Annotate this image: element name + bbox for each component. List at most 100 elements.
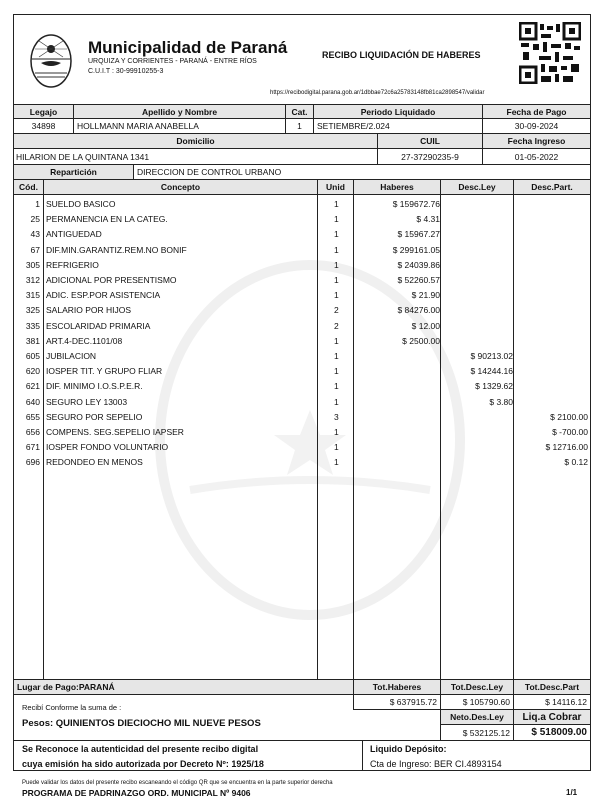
- ingreso-label: Fecha Ingreso: [482, 133, 591, 149]
- cuil-label: CUIL: [377, 133, 483, 149]
- row-haberes: $ 52260.57: [397, 275, 440, 285]
- row-desc-part: $ 0.12: [564, 457, 588, 468]
- row-concepto: PERMANENCIA EN LA CATEG.: [46, 214, 168, 225]
- row-cod: 305: [25, 259, 40, 270]
- table-row: 67 DIF.MIN.GARANTIZ.REM.NO BONIF 1 $ 299161…: [14, 242, 589, 257]
- row-haberes: $ 2500.00: [402, 335, 440, 346]
- row-unid: 2: [334, 305, 339, 316]
- row-unid: 1: [334, 351, 339, 361]
- footer-programa: PROGRAMA DE PADRINAZGO ORD. MUNICIPAL Nº…: [22, 788, 251, 798]
- row-concepto: ANTIGUEDAD: [46, 229, 102, 240]
- row-concepto: ART.4-DEC.1101/08: [46, 335, 123, 346]
- name-label: Apellido y Nombre: [73, 104, 286, 119]
- table-row: 315 ADIC. ESP.POR ASISTENCIA 1 $ 21.90: [14, 287, 589, 302]
- row-cod: 655: [25, 411, 40, 422]
- periodo-value: SETIEMBRE/2.024: [313, 118, 483, 134]
- row-unid: 1: [334, 381, 339, 392]
- row-concepto: REDONDEO EN MENOS: [46, 457, 143, 468]
- table-row: 655 SEGURO POR SEPELIO 3 $ 2100.00: [14, 409, 589, 424]
- row-concepto: IOSPER FONDO VOLUNTARIO: [46, 442, 169, 453]
- row-unid: 2: [334, 320, 339, 331]
- row-haberes: $ 299161.05: [392, 244, 440, 255]
- receipt-frame: [13, 14, 591, 771]
- amount-in-words: Pesos: QUINIENTOS DIECIOCHO MIL NUEVE PE…: [22, 718, 261, 729]
- cuenta-value: Cta de Ingreso: BER CI.4893154: [370, 759, 502, 769]
- cat-value: 1: [285, 118, 314, 134]
- row-haberes: $ 21.90: [411, 290, 440, 301]
- row-unid: 1: [334, 442, 339, 453]
- legajo-value: 34898: [13, 118, 74, 134]
- row-haberes: $ 84276.00: [397, 305, 440, 316]
- row-unid: 1: [334, 275, 339, 285]
- org-cuit: C.U.I.T : 30-99910255-3: [88, 68, 164, 75]
- auth-line-2: cuya emisión ha sido autorizada por Decr…: [22, 759, 264, 769]
- row-cod: 335: [25, 320, 40, 331]
- row-cod: 640: [25, 396, 40, 407]
- table-row: 325 SALARIO POR HIJOS 2 $ 84276.00: [14, 302, 589, 317]
- org-name: Municipalidad de Paraná: [88, 38, 288, 57]
- row-haberes: $ 12.00: [411, 320, 440, 331]
- col-cod: Cód.: [13, 179, 44, 195]
- row-concepto: DIF. MINIMO I.O.S.P.E.R.: [46, 381, 143, 392]
- reparticion-label: Repartición: [13, 164, 134, 180]
- row-cod: 621: [25, 381, 40, 392]
- municipal-seal-logo: [30, 34, 72, 88]
- row-cod: 605: [25, 351, 40, 361]
- neto-label: Neto.Des.Ley: [440, 709, 514, 725]
- periodo-label: Periodo Liquidado: [313, 104, 483, 119]
- footer-note: Puede validar los datos del presente rec…: [22, 780, 333, 786]
- col-haberes: Haberes: [353, 179, 441, 195]
- row-cod: 620: [25, 366, 40, 377]
- row-concepto: SALARIO POR HIJOS: [46, 305, 132, 316]
- tot-haberes-value: $ 637915.72: [353, 694, 441, 710]
- row-concepto: SEGURO LEY 13003: [46, 396, 128, 407]
- liq-label: Liq.a Cobrar: [513, 709, 591, 725]
- table-row: 381 ART.4-DEC.1101/08 1 $ 2500.00: [14, 333, 589, 348]
- row-cod: 696: [25, 457, 40, 468]
- table-row: 620 IOSPER TIT. Y GRUPO FLIAR 1 $ 14244.16: [14, 363, 589, 378]
- watermark-seal-icon: [155, 260, 465, 620]
- row-desc-part: $ -700.00: [552, 427, 588, 437]
- row-concepto: IOSPER TIT. Y GRUPO FLIAR: [46, 366, 163, 377]
- legajo-label: Legajo: [13, 104, 74, 119]
- table-row: 305 REFRIGERIO 1 $ 24039.86: [14, 257, 589, 272]
- row-haberes: $ 24039.86: [397, 259, 440, 270]
- tot-ley-value: $ 105790.60: [440, 694, 514, 710]
- table-row: 1 SUELDO BASICO 1 $ 159672.76: [14, 196, 589, 211]
- row-cod: 325: [25, 305, 40, 316]
- row-haberes: $ 159672.76: [392, 199, 440, 209]
- row-haberes: $ 15967.27: [397, 229, 440, 240]
- row-cod: 315: [25, 290, 40, 301]
- row-unid: 1: [334, 259, 339, 270]
- cat-label: Cat.: [285, 104, 314, 119]
- table-row: 621 DIF. MINIMO I.O.S.P.E.R. 1 $ 1329.62: [14, 378, 589, 393]
- row-cod: 67: [30, 244, 40, 255]
- table-row: 605 JUBILACION 1 $ 90213.02: [14, 348, 589, 363]
- row-concepto: REFRIGERIO: [46, 259, 99, 270]
- row-cod: 656: [25, 427, 40, 437]
- liq-value: $ 518009.00: [513, 724, 591, 741]
- qr-code-icon[interactable]: [519, 22, 581, 84]
- row-unid: 1: [334, 229, 339, 240]
- row-concepto: ADIC. ESP.POR ASISTENCIA: [46, 290, 161, 301]
- row-cod: 1: [35, 199, 40, 209]
- col-unid: Unid: [317, 179, 354, 195]
- validation-url[interactable]: https://recibodigital.parana.gob.ar/1dbb…: [270, 90, 485, 96]
- tot-part-value: $ 14116.12: [513, 694, 591, 710]
- row-desc-ley: $ 1329.62: [475, 381, 513, 392]
- domicilio-value: HILARION DE LA QUINTANA 1341: [13, 148, 378, 165]
- row-desc-ley: $ 90213.02: [470, 351, 513, 361]
- neto-value: $ 532125.12: [440, 724, 514, 741]
- tot-haberes-label: Tot.Haberes: [353, 679, 441, 695]
- row-unid: 1: [334, 244, 339, 255]
- reparticion-value: DIRECCION DE CONTROL URBANO: [133, 164, 591, 180]
- col-concepto: Concepto: [43, 179, 318, 195]
- row-concepto: DIF.MIN.GARANTIZ.REM.NO BONIF: [46, 244, 187, 255]
- col-desc-part: Desc.Part.: [513, 179, 591, 195]
- row-cod: 671: [25, 442, 40, 453]
- cuil-value: 27-37290235-9: [377, 148, 483, 165]
- row-concepto: SUELDO BASICO: [46, 199, 116, 209]
- table-row: 696 REDONDEO EN MENOS 1 $ 0.12: [14, 454, 589, 469]
- table-row: 640 SEGURO LEY 13003 1 $ 3.80: [14, 394, 589, 409]
- table-row: 312 ADICIONAL POR PRESENTISMO 1 $ 52260.57: [14, 272, 589, 287]
